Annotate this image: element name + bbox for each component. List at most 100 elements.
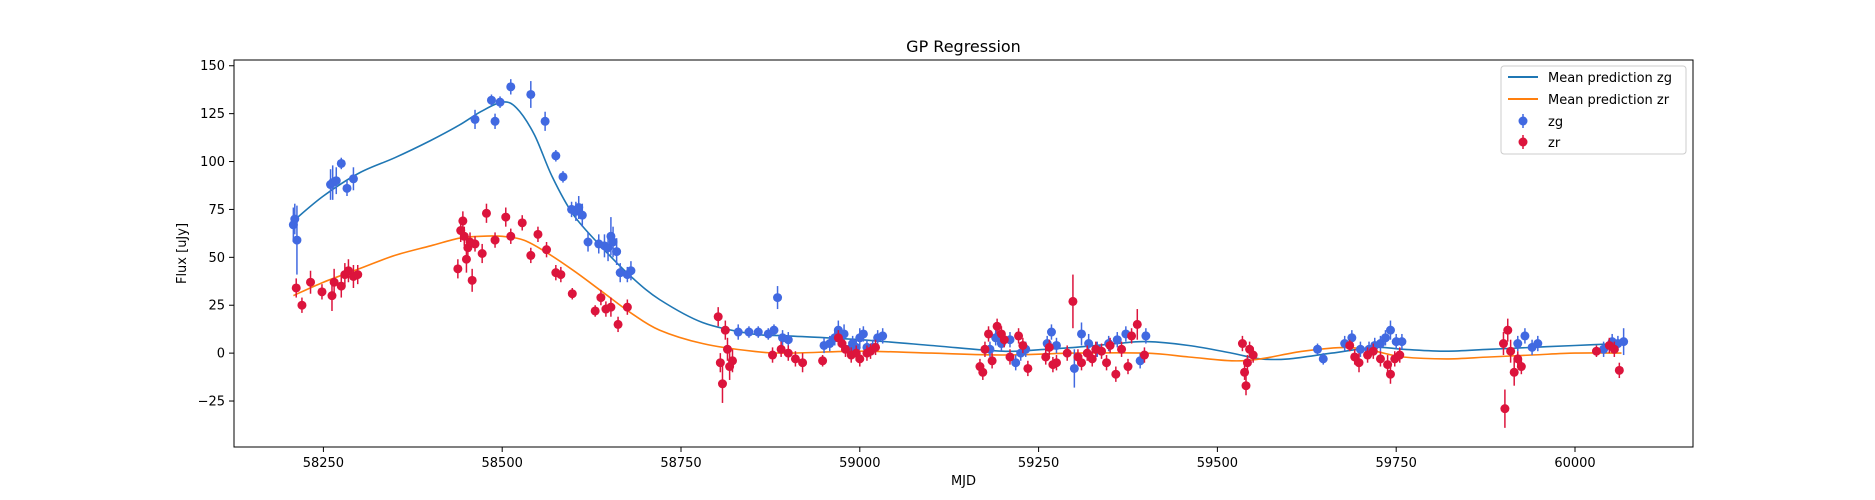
zr-data-point: [1018, 340, 1028, 350]
zg-data-point: [1011, 358, 1021, 368]
legend-zg-label: zg: [1548, 115, 1563, 130]
zr-data-point: [1368, 346, 1378, 356]
zr-data-point: [768, 350, 778, 360]
legend: Mean prediction zg Mean prediction zr zg…: [1500, 65, 1687, 155]
zg-data-point: [486, 95, 496, 105]
zg-data-point: [490, 116, 500, 126]
zr-data-point: [470, 239, 480, 249]
zg-data-point: [1513, 339, 1523, 349]
legend-zr-line-label: Mean prediction zr: [1548, 93, 1670, 108]
zr-data-point: [517, 218, 527, 228]
zg-data-point: [744, 327, 754, 337]
x-tick-label: 59250: [1018, 456, 1059, 471]
zr-data-point: [1591, 346, 1601, 356]
zr-data-point: [776, 344, 786, 354]
zr-data-point: [1132, 319, 1142, 329]
zr-data-point: [992, 321, 1002, 331]
zg-data-point: [783, 335, 793, 345]
zg-data-point: [626, 266, 636, 276]
zr-data-point: [1237, 339, 1247, 349]
zr-data-point: [490, 235, 500, 245]
zr-data-point: [1005, 352, 1015, 362]
zr-data-point: [1117, 344, 1127, 354]
zr-data-point: [461, 254, 471, 264]
legend-box: [1500, 65, 1687, 155]
zg-data-point: [342, 183, 352, 193]
y-tick-label: 100: [200, 155, 225, 170]
zr-data-point: [1041, 352, 1051, 362]
zr-data-point: [481, 208, 491, 218]
zg-data-point: [878, 331, 888, 341]
zr-data-point: [453, 264, 463, 274]
zr-data-point: [606, 302, 616, 312]
zg-data-point: [1318, 354, 1328, 364]
x-tick-label: 58250: [303, 456, 344, 471]
zr-data-point: [501, 212, 511, 222]
zr-data-point: [533, 229, 543, 239]
zr-data-point: [1077, 358, 1087, 368]
zr-data-point: [1385, 369, 1395, 379]
zg-data-point: [1313, 344, 1323, 354]
zr-data-point: [336, 281, 346, 291]
x-tick-label: 59000: [839, 456, 880, 471]
zr-data-point: [506, 231, 516, 241]
zg-data-point: [1385, 325, 1395, 335]
zr-data-point: [999, 335, 1009, 345]
zg-data-point: [753, 327, 763, 337]
zr-data-point: [317, 287, 327, 297]
plot-frame: [233, 59, 1694, 448]
y-tick-label: 150: [200, 59, 225, 74]
zr-data-point: [987, 356, 997, 366]
zr-data-point: [978, 367, 988, 377]
zr-data-point: [1102, 358, 1112, 368]
zr-data-point: [871, 342, 881, 352]
chart-title: GP Regression: [906, 37, 1021, 56]
zr-data-point: [713, 312, 723, 322]
zr-data-point: [329, 277, 339, 287]
zr-data-point: [727, 356, 737, 366]
x-axis-label: MJD: [951, 474, 976, 489]
zr-data-point: [1500, 404, 1510, 414]
zg-data-point: [583, 237, 593, 247]
zr-data-point: [353, 270, 363, 280]
zr-data-point: [722, 344, 732, 354]
zr-data-point: [459, 231, 469, 241]
zg-data-point: [1355, 344, 1365, 354]
zr-points-group: [291, 203, 1624, 428]
zr-data-point: [720, 325, 730, 335]
zr-data-point: [1242, 358, 1252, 368]
zr-data-point: [783, 348, 793, 358]
zr-data-point: [567, 289, 577, 299]
zr-data-point: [542, 245, 552, 255]
zr-data-point: [1395, 350, 1405, 360]
zg-data-point: [336, 158, 346, 168]
zg-data-point: [1077, 329, 1087, 339]
zg-data-point: [1520, 331, 1530, 341]
zr-data-point: [1123, 362, 1133, 372]
x-tick-label: 58500: [482, 456, 523, 471]
zr-data-point: [306, 277, 316, 287]
zr-data-point: [1609, 344, 1619, 354]
zg-points-group: [288, 79, 1629, 388]
zg-data-point: [1397, 337, 1407, 347]
zg-data-point: [558, 172, 568, 182]
zg-data-point: [1112, 335, 1122, 345]
zg-data-point: [551, 151, 561, 161]
zr-data-point: [526, 250, 536, 260]
zr-data-point: [297, 300, 307, 310]
zr-data-point: [458, 216, 468, 226]
zr-data-point: [622, 302, 632, 312]
zr-data-point: [1068, 296, 1078, 306]
zg-data-point: [540, 116, 550, 126]
zr-data-point: [1509, 367, 1519, 377]
zr-data-point: [818, 356, 828, 366]
zr-data-point: [1498, 339, 1508, 349]
zr-data-point: [291, 283, 301, 293]
zg-data-point: [1051, 340, 1061, 350]
zg-data-point: [733, 327, 743, 337]
zr-data-point: [717, 379, 727, 389]
zr-data-point: [1105, 340, 1115, 350]
zr-data-point: [798, 358, 808, 368]
zr-data-point: [1111, 369, 1121, 379]
